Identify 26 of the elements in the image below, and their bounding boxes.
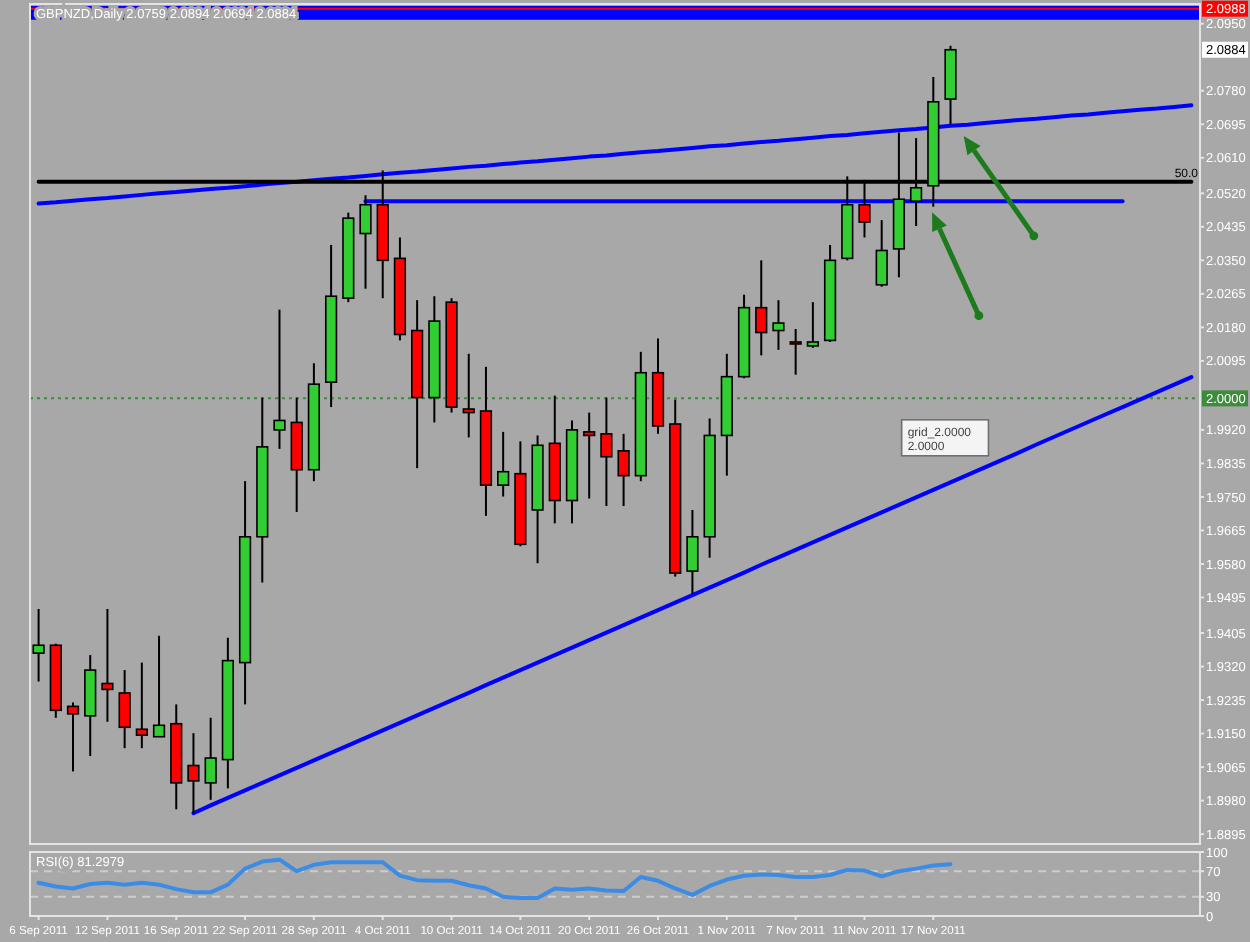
candlestick: [686, 508, 699, 595]
candlestick: [617, 432, 630, 508]
candlestick: [66, 701, 80, 773]
candlestick: [806, 301, 819, 349]
line-series: [36, 103, 1194, 206]
candlestick: [135, 661, 148, 750]
candlestick: [273, 308, 286, 450]
candlestick: [187, 732, 200, 815]
candlestick: [772, 299, 785, 351]
candlestick: [101, 607, 114, 723]
candlestick: [497, 430, 510, 498]
candlestick: [583, 411, 596, 500]
candlestick: [204, 716, 217, 801]
line-series: [191, 375, 1194, 816]
candlestick: [152, 634, 166, 738]
candlestick: [32, 607, 45, 683]
candlestick: [600, 396, 613, 508]
candlestick: [118, 669, 131, 750]
candlestick: [462, 352, 475, 439]
candlestick: [755, 259, 768, 357]
candlestick: [359, 194, 372, 290]
candlestick: [789, 327, 802, 376]
candlestick: [84, 654, 97, 758]
line-series: [36, 857, 953, 901]
candlestick: [875, 219, 888, 288]
candlestick: [290, 396, 303, 513]
